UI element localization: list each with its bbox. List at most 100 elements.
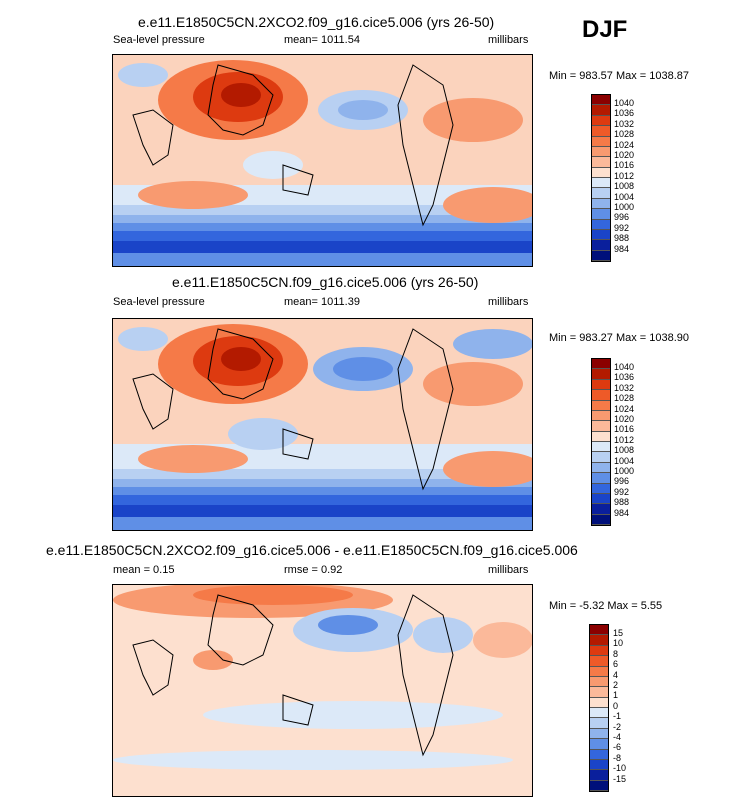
panel3-rmse-label: rmse = 0.92 xyxy=(284,564,343,576)
panel2-colorbar-label: 1036 xyxy=(614,372,635,383)
panel1-colorbar-label: 1020 xyxy=(614,150,635,160)
panel3-colorbar-label: -10 xyxy=(613,763,627,774)
colorbar-swatch xyxy=(592,209,610,220)
colorbar-swatch xyxy=(592,240,610,251)
panel1-colorbar-label: 1004 xyxy=(614,191,635,202)
panel3-minmax-label: Min = -5.32 Max = 5.55 xyxy=(549,600,663,612)
colorbar-swatch xyxy=(590,676,608,688)
panel3-colorbar-label: 15 xyxy=(613,628,624,638)
panel3-colorbar-label: -1 xyxy=(613,711,622,722)
colorbar-swatch xyxy=(592,442,610,453)
panel1-colorbar-label: 1008 xyxy=(614,181,635,192)
panel3-colorbar-label: 6 xyxy=(613,659,619,670)
panel2-colorbar-label: 1000 xyxy=(614,466,635,476)
panel2-colorbar-label: 1040 xyxy=(614,362,635,372)
colorbar-swatch xyxy=(590,625,608,636)
panel2-colorbar-label: 1024 xyxy=(614,403,635,414)
colorbar-swatch xyxy=(590,697,608,708)
colorbar-swatch xyxy=(592,250,610,261)
colorbar-swatch xyxy=(592,188,610,199)
panel1-colorbar-label: 1040 xyxy=(614,98,635,108)
panel1-colorbar xyxy=(591,94,611,262)
colorbar-swatch xyxy=(592,421,610,432)
colorbar-swatch xyxy=(592,390,610,401)
colorbar-swatch xyxy=(592,146,610,158)
panel2-colorbar-label: 996 xyxy=(614,476,630,487)
panel2-colorbar-label: 992 xyxy=(614,486,630,497)
colorbar-swatch xyxy=(592,126,610,137)
colorbar-swatch xyxy=(592,198,610,210)
colorbar-swatch xyxy=(592,115,610,127)
colorbar-swatch xyxy=(590,749,608,760)
panel3-title: e.e11.E1850C5CN.2XCO2.f09_g16.cice5.006 … xyxy=(46,542,578,558)
colorbar-swatch xyxy=(592,504,610,515)
panel3-colorbar-label: 4 xyxy=(613,669,619,680)
colorbar-swatch xyxy=(590,656,608,667)
colorbar-swatch xyxy=(592,483,610,494)
colorbar-swatch xyxy=(592,462,610,474)
panel1-title: e.e11.E1850C5CN.2XCO2.f09_g16.cice5.006 … xyxy=(138,14,495,30)
panel2-colorbar-label: 1016 xyxy=(614,424,635,435)
colorbar-swatch xyxy=(592,95,610,106)
panel1-colorbar-label: 996 xyxy=(614,212,630,223)
panel2-colorbar-label: 984 xyxy=(614,507,630,518)
colorbar-swatch xyxy=(592,219,610,230)
panel2-colorbar-label: 1028 xyxy=(614,393,635,404)
colorbar-swatch xyxy=(592,431,610,442)
colorbar-swatch xyxy=(592,178,610,189)
colorbar-swatch xyxy=(592,229,610,241)
panel2-contour-field xyxy=(113,319,532,530)
colorbar-swatch xyxy=(590,718,608,729)
panel3-colorbar-label: 8 xyxy=(613,648,619,659)
panel3-colorbar-label: -6 xyxy=(613,742,622,753)
panel2-colorbar xyxy=(591,358,611,526)
panel3-colorbar-label: 2 xyxy=(613,680,619,690)
colorbar-swatch xyxy=(592,493,610,505)
colorbar-swatch xyxy=(592,369,610,380)
panel1-colorbar-label: 1024 xyxy=(614,139,635,150)
panel1-colorbar-label: 1000 xyxy=(614,202,635,212)
colorbar-swatch xyxy=(592,105,610,116)
panel2-units-label: millibars xyxy=(488,296,529,308)
panel1-colorbar-label: 1032 xyxy=(614,118,635,129)
panel2-variable-label: Sea-level pressure xyxy=(113,296,205,308)
panel1-minmax-label: Min = 983.57 Max = 1038.87 xyxy=(549,70,690,82)
colorbar-swatch xyxy=(590,666,608,677)
colorbar-swatch xyxy=(592,167,610,178)
colorbar-swatch xyxy=(590,708,608,719)
panel1-colorbar-label: 1012 xyxy=(614,170,635,181)
colorbar-swatch xyxy=(590,770,608,781)
colorbar-swatch xyxy=(590,759,608,771)
colorbar-swatch xyxy=(590,687,608,698)
panel1-colorbar-label: 1028 xyxy=(614,129,635,140)
colorbar-swatch xyxy=(590,739,608,750)
panel2-colorbar-label: 1032 xyxy=(614,382,635,393)
colorbar-swatch xyxy=(590,635,608,646)
panel2-colorbar-label: 1004 xyxy=(614,455,635,466)
panel1-variable-label: Sea-level pressure xyxy=(113,34,205,46)
panel3-colorbar-label: -2 xyxy=(613,721,622,732)
panel1-colorbar-label: 988 xyxy=(614,233,630,244)
panel3-colorbar-label: 0 xyxy=(613,700,619,711)
colorbar-swatch xyxy=(590,780,608,791)
panel3-colorbar-label: -8 xyxy=(613,752,622,763)
colorbar-swatch xyxy=(590,645,608,657)
colorbar-swatch xyxy=(592,136,610,147)
panel3-colorbar-label: -15 xyxy=(613,773,627,784)
panel2-colorbar-label: 1008 xyxy=(614,445,635,456)
colorbar-swatch xyxy=(590,728,608,740)
panel3-colorbar xyxy=(589,624,609,792)
panel3-map xyxy=(112,584,533,797)
panel1-contour-field xyxy=(113,55,532,266)
season-label: DJF xyxy=(582,16,628,43)
panel2-colorbar-label: 1012 xyxy=(614,434,635,445)
panel3-mean-label: mean = 0.15 xyxy=(113,564,175,576)
colorbar-swatch xyxy=(592,379,610,391)
colorbar-swatch xyxy=(592,514,610,525)
panel3-colorbar-label: -4 xyxy=(613,732,622,742)
panel2-colorbar-label: 1020 xyxy=(614,414,635,424)
colorbar-swatch xyxy=(592,473,610,484)
panel1-colorbar-label: 992 xyxy=(614,222,630,233)
colorbar-swatch xyxy=(592,410,610,422)
colorbar-swatch xyxy=(592,157,610,168)
